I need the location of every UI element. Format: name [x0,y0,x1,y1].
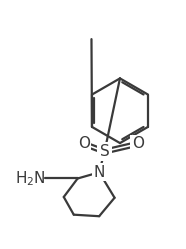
Text: S: S [100,144,109,159]
Text: O: O [78,136,90,151]
Text: H$_2$N: H$_2$N [15,169,45,188]
Text: N: N [94,165,105,180]
Text: O: O [132,136,144,151]
